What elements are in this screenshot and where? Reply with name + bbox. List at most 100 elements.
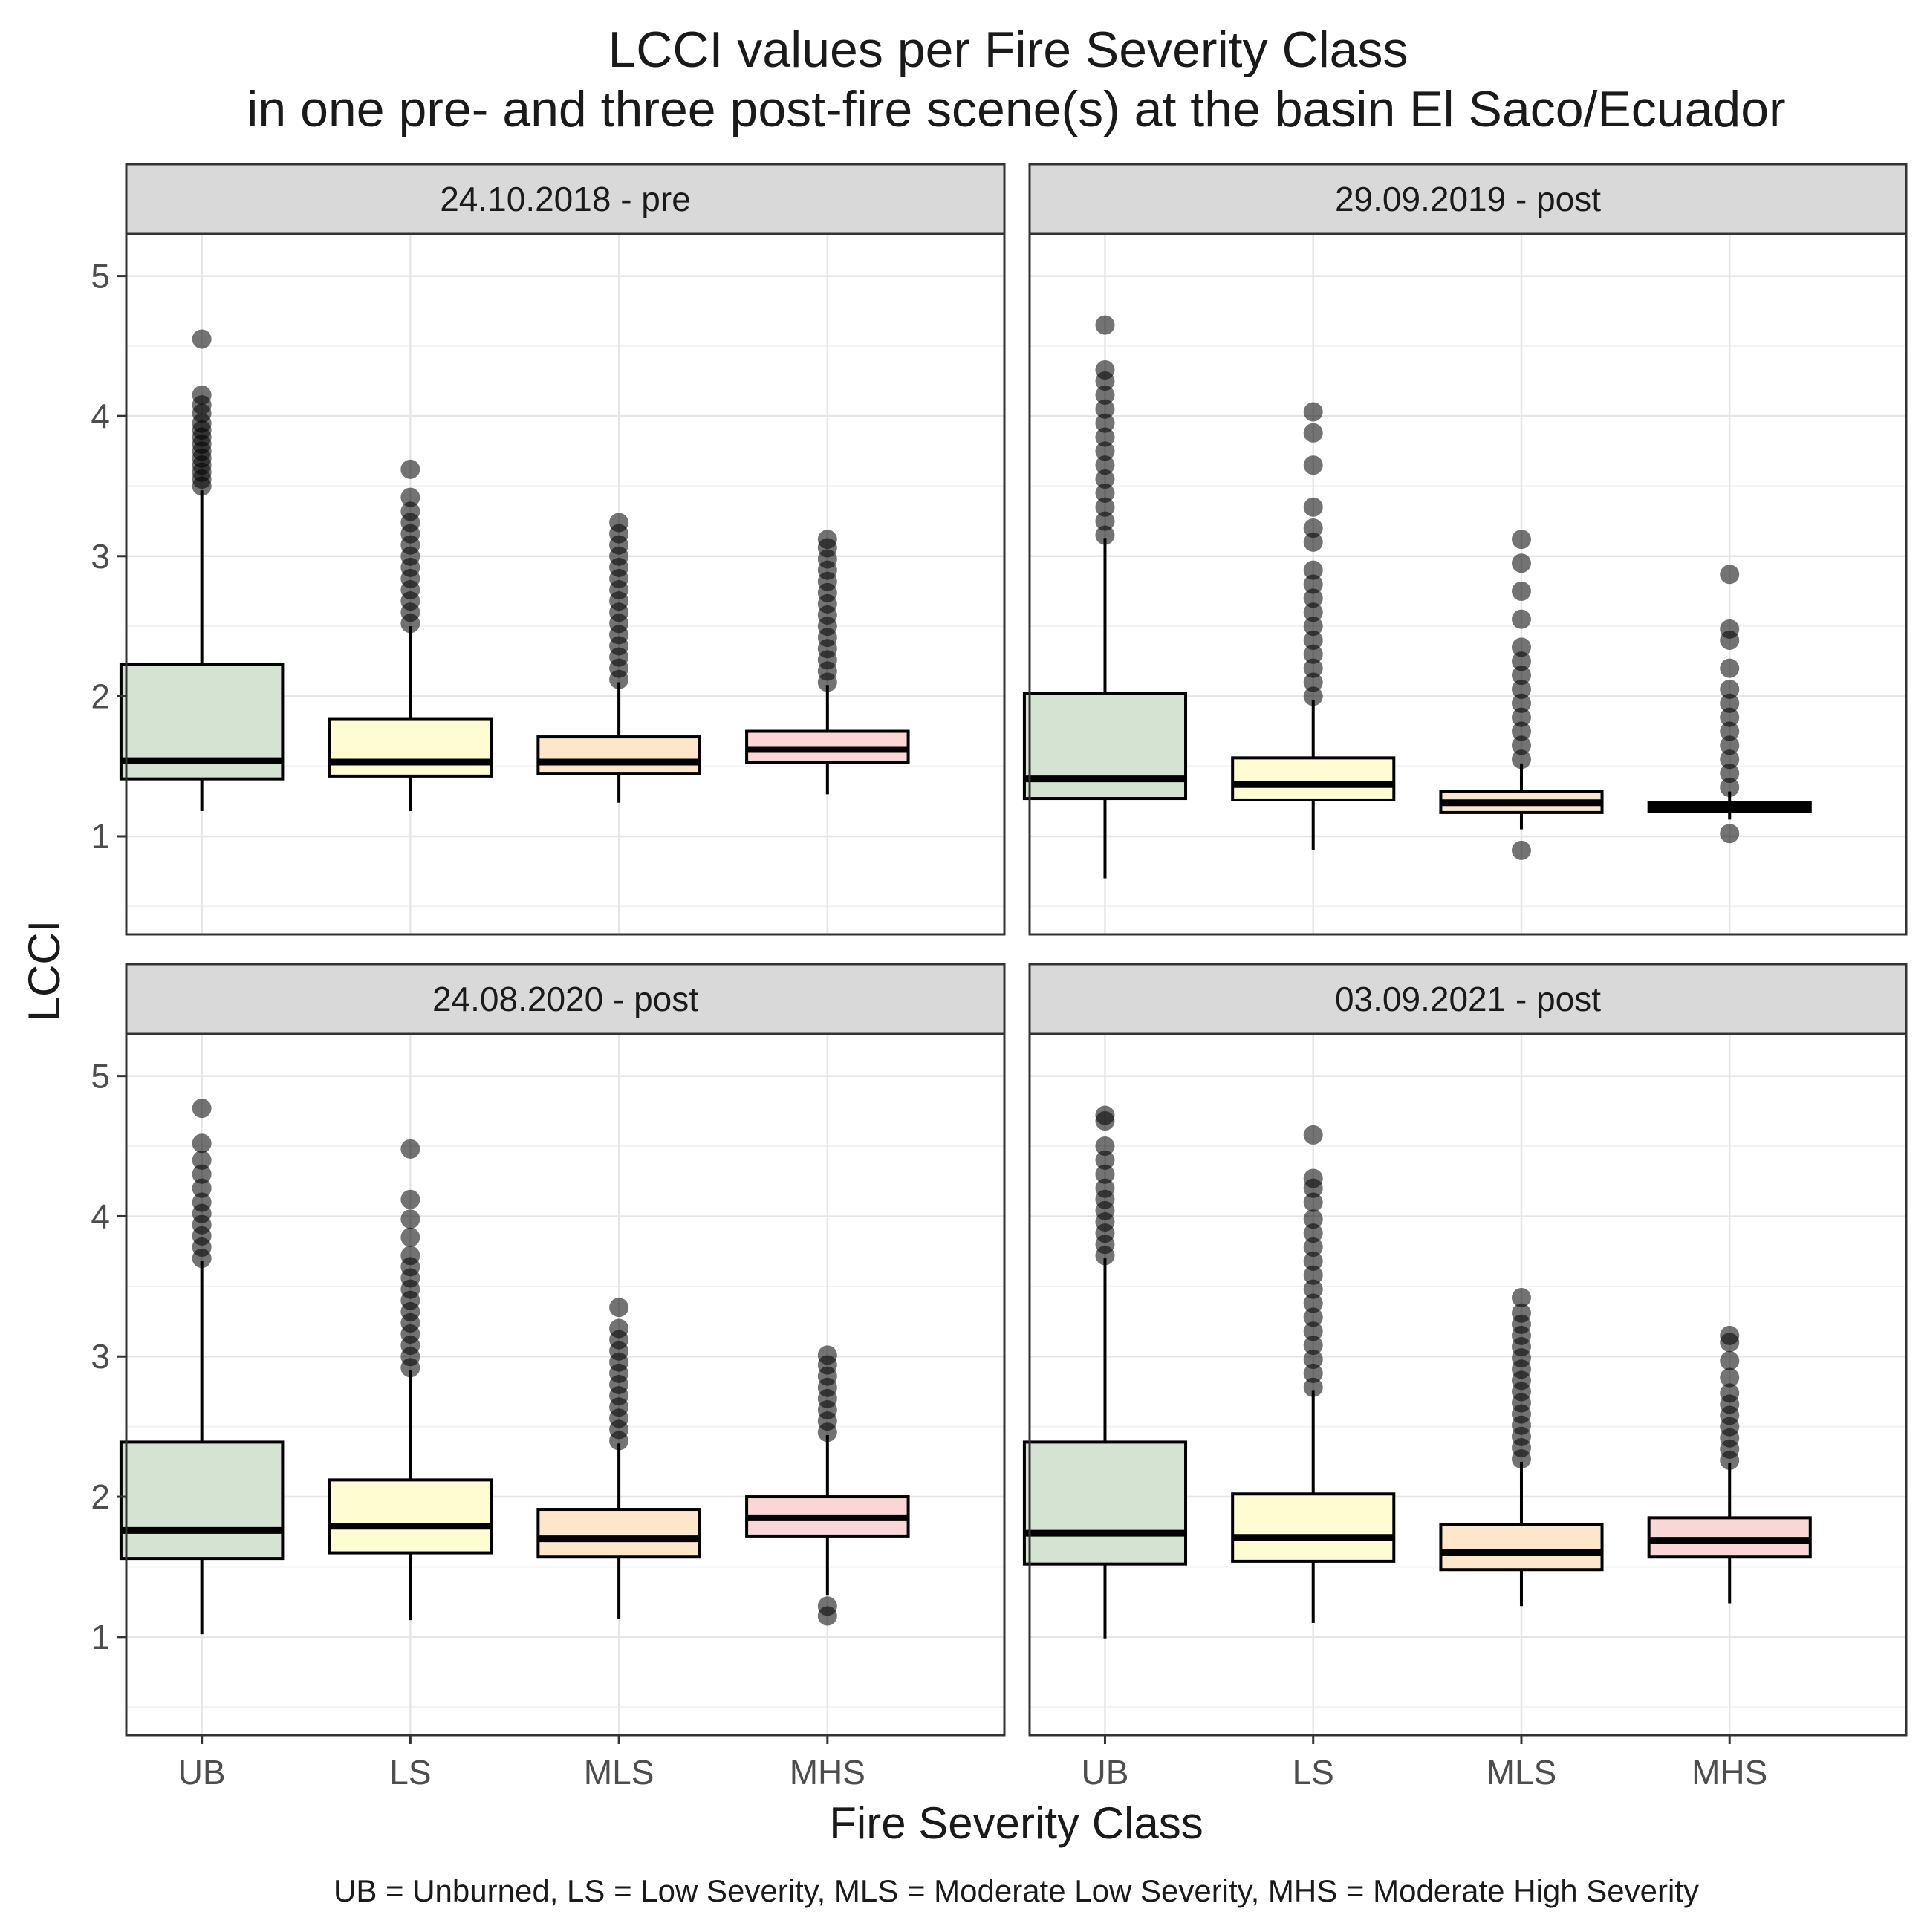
box-iqr: [1439, 1523, 1604, 1572]
x-tick-label: LS: [389, 1753, 431, 1792]
outlier-point: [1095, 315, 1115, 335]
outlier-point: [1095, 385, 1115, 405]
strip-label: 29.09.2019 - post: [1335, 180, 1601, 218]
outlier-point: [1511, 530, 1531, 550]
strip-background: [125, 963, 1006, 1035]
box-iqr: [1231, 1492, 1396, 1563]
x-tick-label: MLS: [1487, 1753, 1557, 1792]
y-tick-label: 3: [91, 537, 110, 576]
outlier-point: [1511, 637, 1531, 657]
panel-background: [126, 1034, 1004, 1735]
outlier-point: [192, 385, 212, 405]
outlier-point: [1095, 441, 1115, 461]
outlier-point: [1095, 469, 1115, 489]
outlier-point: [1303, 518, 1323, 539]
outlier-point: [1095, 1164, 1115, 1184]
outlier-point: [1303, 1279, 1323, 1299]
outlier-point: [1303, 402, 1323, 422]
outlier-point: [609, 513, 629, 533]
outlier-point: [192, 329, 212, 349]
outlier-point: [192, 1178, 212, 1198]
outlier-point: [1303, 1125, 1323, 1145]
x-axis-title: Fire Severity Class: [829, 1798, 1203, 1848]
outlier-point: [1095, 360, 1115, 380]
strip-background: [1028, 963, 1908, 1035]
facet-panel: 24.08.2020 - post 1 2 3 4 5 UB LS MLS MHS: [91, 963, 1006, 1792]
y-tick-label: 5: [91, 1057, 110, 1096]
outlier-point: [1303, 1307, 1323, 1327]
outlier-point: [1720, 619, 1740, 639]
outlier-point: [192, 1099, 212, 1119]
outlier-point: [1720, 777, 1740, 797]
outlier-point: [1303, 658, 1323, 678]
outlier-point: [1720, 1350, 1740, 1370]
outlier-point: [1720, 824, 1740, 844]
outlier-point: [817, 1345, 837, 1365]
outlier-point: [1303, 1363, 1323, 1383]
strip-background: [1028, 163, 1908, 235]
panel-background: [126, 234, 1004, 934]
y-tick-label: 5: [91, 257, 110, 296]
outlier-point: [1303, 686, 1323, 706]
outlier-point: [192, 1150, 212, 1170]
outlier-point: [400, 1139, 420, 1159]
outlier-point: [1511, 735, 1531, 755]
outlier-point: [1720, 1383, 1740, 1403]
outlier-point: [1303, 1168, 1323, 1188]
x-tick-label: MHS: [1692, 1753, 1767, 1792]
outlier-point: [1511, 581, 1531, 601]
outlier-point: [1095, 413, 1115, 433]
facet-panel: 24.10.2018 - pre 1 2 3 4 5: [91, 163, 1006, 936]
outlier-point: [1511, 840, 1531, 860]
outlier-point: [609, 1318, 629, 1339]
facet-panel: 03.09.2021 - post UB LS MLS MHS: [1022, 963, 1908, 1792]
box-iqr: [328, 1478, 493, 1555]
outlier-point: [192, 1192, 212, 1212]
outlier-point: [1303, 423, 1323, 443]
outlier-point: [1511, 721, 1531, 741]
strip-label: 24.10.2018 - pre: [440, 180, 691, 218]
outlier-point: [1720, 693, 1740, 713]
outlier-point: [400, 1189, 420, 1209]
outlier-point: [1303, 1251, 1323, 1271]
strip-label: 03.09.2021 - post: [1335, 980, 1601, 1018]
outlier-point: [1511, 707, 1531, 727]
outlier-point: [1303, 1350, 1323, 1370]
outlier-point: [1511, 749, 1531, 770]
outlier-point: [1095, 1150, 1115, 1170]
y-tick-label: 1: [91, 817, 110, 856]
outlier-point: [1511, 553, 1531, 573]
outlier-point: [1720, 735, 1740, 755]
outlier-point: [1720, 1367, 1740, 1388]
outlier-point: [400, 501, 420, 521]
y-tick-label: 4: [91, 397, 110, 435]
outlier-point: [1303, 1265, 1323, 1285]
outlier-point: [400, 459, 420, 479]
outlier-point: [1095, 483, 1115, 503]
outlier-point: [1303, 497, 1323, 517]
outlier-point: [1511, 679, 1531, 699]
facet-panel: 29.09.2019 - post: [1022, 163, 1908, 936]
strip-background: [125, 163, 1006, 235]
outlier-point: [1303, 617, 1323, 637]
y-tick-label: 2: [91, 1477, 110, 1516]
outlier-point: [1095, 511, 1115, 531]
chart-title: LCCI values per Fire Severity Class: [608, 22, 1408, 78]
outlier-point: [1303, 1237, 1323, 1257]
outlier-point: [400, 487, 420, 507]
outlier-point: [400, 1246, 420, 1266]
outlier-point: [192, 1164, 212, 1184]
outlier-point: [1720, 658, 1740, 678]
box-iqr: [1022, 692, 1188, 801]
panel-background: [1030, 1034, 1906, 1735]
outlier-point: [1303, 1209, 1323, 1229]
outlier-point: [1511, 651, 1531, 671]
x-tick-label: MHS: [790, 1753, 865, 1792]
outlier-point: [1303, 574, 1323, 594]
outlier-point: [1720, 707, 1740, 727]
outlier-point: [1720, 721, 1740, 741]
box-iqr: [1022, 1440, 1188, 1566]
y-tick-label: 1: [91, 1618, 110, 1656]
